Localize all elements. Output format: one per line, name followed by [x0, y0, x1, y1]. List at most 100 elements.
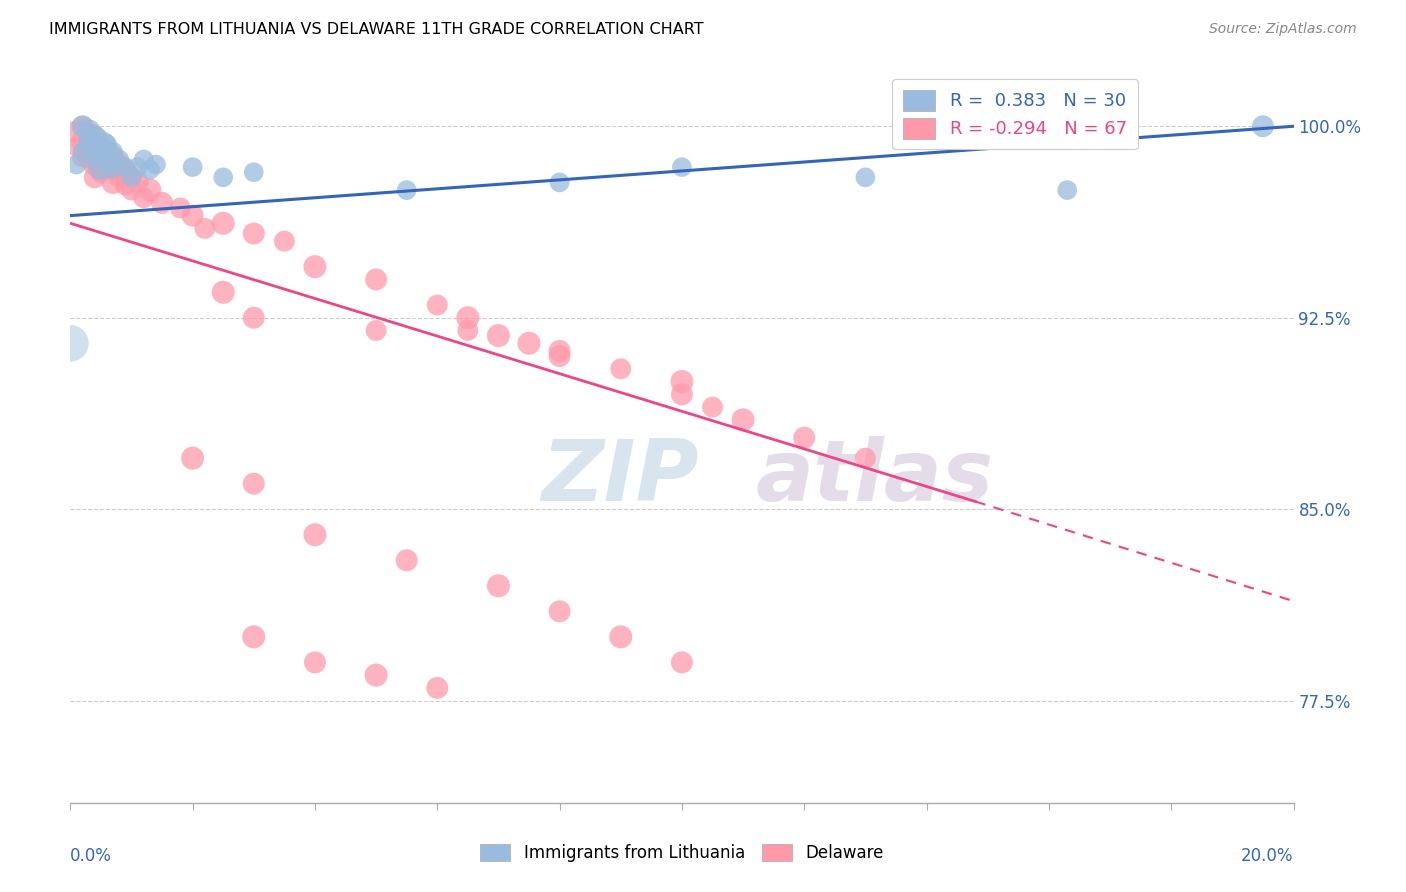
Point [96, 137, 118, 152]
Point [671, 656, 693, 670]
Point [457, 324, 479, 338]
Point [127, 160, 149, 174]
Point [83, 139, 105, 153]
Point [96, 145, 118, 159]
Point [139, 183, 162, 197]
Point [108, 157, 131, 171]
Point [121, 170, 143, 185]
Point [77, 124, 100, 138]
Point [101, 145, 124, 159]
Point [114, 162, 136, 177]
Point [181, 209, 204, 223]
Point [72, 145, 94, 159]
Text: atlas: atlas [755, 435, 994, 518]
Point [457, 310, 479, 325]
Point [671, 375, 693, 389]
Point [90, 139, 112, 153]
Point [72, 150, 94, 164]
Point [132, 153, 155, 167]
Point [72, 135, 94, 149]
Point [77, 127, 100, 141]
Point [610, 630, 633, 644]
Point [132, 191, 155, 205]
Point [243, 227, 266, 241]
Point [243, 310, 266, 325]
Point [212, 285, 235, 300]
Point [304, 260, 326, 274]
Point [127, 176, 149, 190]
Point [426, 298, 449, 312]
Point [145, 157, 167, 171]
Point [426, 681, 449, 695]
Point [793, 431, 815, 445]
Point [194, 221, 217, 235]
Text: Source: ZipAtlas.com: Source: ZipAtlas.com [1209, 22, 1357, 37]
Point [548, 349, 571, 363]
Point [72, 120, 94, 134]
Point [671, 160, 693, 174]
Point [83, 150, 105, 164]
Point [90, 160, 112, 174]
Point [212, 216, 235, 230]
Point [96, 157, 118, 171]
Point [90, 139, 112, 153]
Point [548, 604, 571, 618]
Point [366, 324, 388, 338]
Point [169, 201, 191, 215]
Point [101, 160, 124, 174]
Point [150, 195, 173, 210]
Point [114, 160, 136, 174]
Point [610, 361, 633, 376]
Text: 0.0%: 0.0% [70, 847, 112, 865]
Point [83, 129, 105, 144]
Point [90, 165, 112, 179]
Point [108, 153, 131, 167]
Point [243, 630, 266, 644]
Point [304, 527, 326, 541]
Point [733, 413, 755, 427]
Point [273, 234, 295, 248]
Point [395, 553, 418, 567]
Point [114, 178, 136, 192]
Point [181, 160, 204, 174]
Point [77, 150, 100, 164]
Point [395, 183, 418, 197]
Point [243, 165, 266, 179]
Point [488, 579, 510, 593]
Point [488, 328, 510, 343]
Point [671, 387, 693, 401]
Point [59, 336, 82, 351]
Point [121, 183, 143, 197]
Point [702, 400, 724, 414]
Point [77, 137, 100, 152]
Text: IMMIGRANTS FROM LITHUANIA VS DELAWARE 11TH GRADE CORRELATION CHART: IMMIGRANTS FROM LITHUANIA VS DELAWARE 11… [49, 22, 704, 37]
Point [108, 170, 131, 185]
Text: ZIP: ZIP [541, 435, 699, 518]
Point [121, 170, 143, 185]
Point [548, 343, 571, 358]
Point [548, 176, 571, 190]
Point [304, 656, 326, 670]
Point [83, 170, 105, 185]
Point [366, 272, 388, 286]
Point [65, 124, 87, 138]
Legend: Immigrants from Lithuania, Delaware: Immigrants from Lithuania, Delaware [474, 837, 890, 869]
Point [855, 170, 877, 185]
Point [65, 139, 87, 153]
Point [83, 157, 105, 171]
Point [181, 451, 204, 466]
Point [77, 137, 100, 152]
Point [65, 157, 87, 171]
Point [139, 162, 162, 177]
Point [96, 153, 118, 167]
Text: 20.0%: 20.0% [1241, 847, 1294, 865]
Point [101, 150, 124, 164]
Point [855, 451, 877, 466]
Point [1251, 120, 1274, 134]
Point [212, 170, 235, 185]
Point [101, 176, 124, 190]
Point [72, 120, 94, 134]
Point [101, 162, 124, 177]
Point [83, 132, 105, 146]
Point [517, 336, 540, 351]
